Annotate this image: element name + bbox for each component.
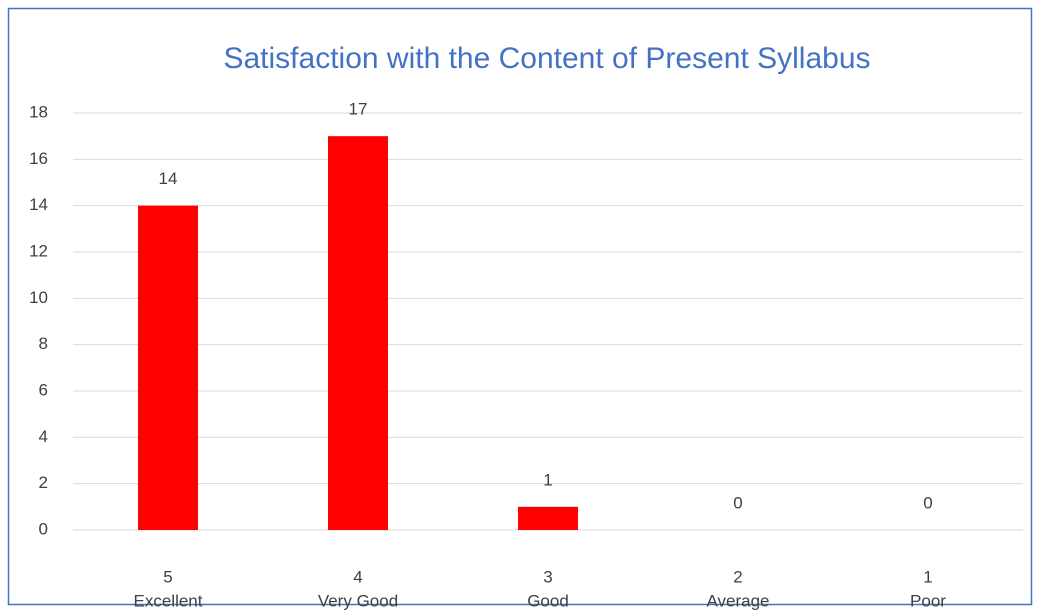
x-tick-label: Poor (910, 591, 946, 610)
y-tick-label: 8 (39, 334, 48, 353)
data-label: 14 (159, 169, 178, 188)
x-tick-label: 1 (923, 567, 932, 586)
x-tick-label: Good (527, 591, 569, 610)
y-tick-label: 6 (39, 380, 48, 399)
data-label: 0 (923, 493, 932, 512)
x-tick-label: Very Good (318, 591, 398, 610)
y-tick-label: 2 (39, 473, 48, 492)
x-tick-label: Excellent (134, 591, 203, 610)
y-tick-label: 0 (39, 519, 48, 538)
data-label: 1 (543, 470, 552, 489)
bar (328, 136, 388, 530)
data-label: 17 (349, 100, 368, 119)
x-tick-label: Average (706, 591, 769, 610)
y-tick-label: 4 (39, 427, 48, 446)
x-tick-label: 4 (353, 567, 362, 586)
x-tick-label: 5 (163, 567, 172, 586)
data-label: 0 (733, 493, 742, 512)
x-tick-label: 3 (543, 567, 552, 586)
y-tick-label: 12 (29, 241, 48, 260)
bar (138, 205, 198, 530)
x-tick-label: 2 (733, 567, 742, 586)
y-tick-label: 18 (29, 102, 48, 121)
chart-title: Satisfaction with the Content of Present… (223, 42, 870, 75)
y-tick-label: 14 (29, 195, 48, 214)
y-tick-label: 16 (29, 149, 48, 168)
bar (518, 506, 578, 530)
y-tick-label: 10 (29, 288, 48, 307)
